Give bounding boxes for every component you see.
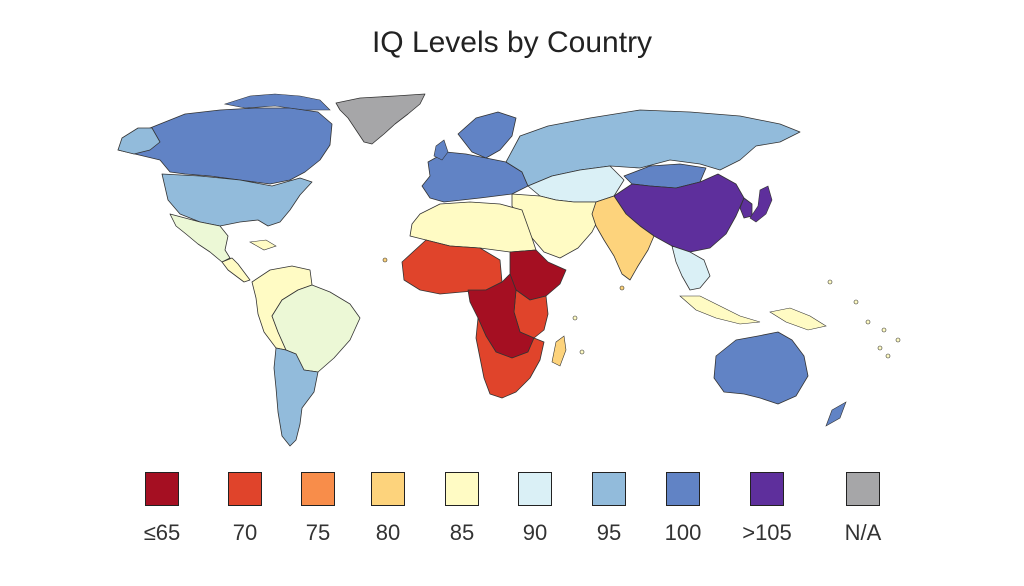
island-dot — [853, 299, 859, 305]
island-dot — [827, 279, 833, 285]
legend-label: 90 — [522, 520, 548, 545]
legend-label: 80 — [375, 520, 401, 545]
island-dot — [885, 353, 891, 359]
island-dot — [382, 257, 388, 263]
legend-item: ≤65 — [117, 470, 207, 546]
region-indonesia[interactable] — [679, 295, 761, 325]
legend-swatch — [518, 472, 552, 506]
region-madagascar[interactable] — [551, 335, 567, 367]
legend-item: 100 — [638, 470, 728, 546]
region-india[interactable] — [591, 195, 655, 281]
region-new-guinea[interactable] — [769, 307, 827, 331]
region-caribbean[interactable] — [249, 239, 277, 251]
region-southeast-asia[interactable] — [671, 245, 711, 291]
legend-swatch — [750, 472, 784, 506]
legend-item: >105 — [722, 470, 812, 546]
legend-swatch — [145, 472, 179, 506]
legend-item: 85 — [417, 470, 507, 546]
region-uk[interactable] — [433, 139, 449, 161]
region-canada[interactable] — [117, 107, 333, 185]
legend-label: N/A — [844, 520, 882, 545]
legend-label: 75 — [305, 520, 331, 545]
legend-swatch — [666, 472, 700, 506]
map-title: IQ Levels by Country — [371, 26, 653, 59]
region-usa[interactable] — [161, 173, 313, 227]
island-dot — [877, 345, 883, 351]
legend-label: >105 — [742, 520, 792, 545]
legend-swatch — [371, 472, 405, 506]
island-dot — [579, 349, 585, 355]
legend-label: 70 — [232, 520, 258, 545]
legend-item: 70 — [200, 470, 290, 546]
legend-item: N/A — [818, 470, 908, 546]
legend-swatch — [592, 472, 626, 506]
region-argentina-chile[interactable] — [273, 347, 319, 447]
region-new-zealand[interactable] — [825, 401, 847, 427]
legend-swatch — [301, 472, 335, 506]
legend-item: 80 — [343, 470, 433, 546]
island-dot — [619, 285, 625, 291]
region-australia[interactable] — [713, 331, 809, 405]
region-europe[interactable] — [421, 151, 529, 203]
island-dot — [865, 319, 871, 325]
legend-label: 100 — [664, 520, 702, 545]
island-dot — [572, 315, 578, 321]
region-greenland[interactable] — [335, 93, 426, 145]
region-central-america[interactable] — [221, 257, 251, 283]
legend: ≤65 70 75 80 85 90 95 100 >105 N/A — [0, 470, 1024, 560]
legend-item: 95 — [564, 470, 654, 546]
legend-swatch — [228, 472, 262, 506]
legend-item: 75 — [273, 470, 363, 546]
legend-label: ≤65 — [143, 520, 181, 545]
legend-item: 90 — [490, 470, 580, 546]
region-canada-islands[interactable] — [223, 93, 331, 111]
legend-label: 95 — [596, 520, 622, 545]
island-dot — [895, 337, 901, 343]
region-japan[interactable] — [749, 185, 773, 223]
legend-swatch — [846, 472, 880, 506]
legend-label: 85 — [449, 520, 475, 545]
island-dot — [881, 327, 887, 333]
legend-swatch — [445, 472, 479, 506]
region-southern-africa[interactable] — [475, 317, 545, 399]
region-alaska[interactable] — [117, 127, 161, 155]
region-scandinavia[interactable] — [457, 111, 517, 159]
region-korea[interactable] — [739, 197, 753, 219]
